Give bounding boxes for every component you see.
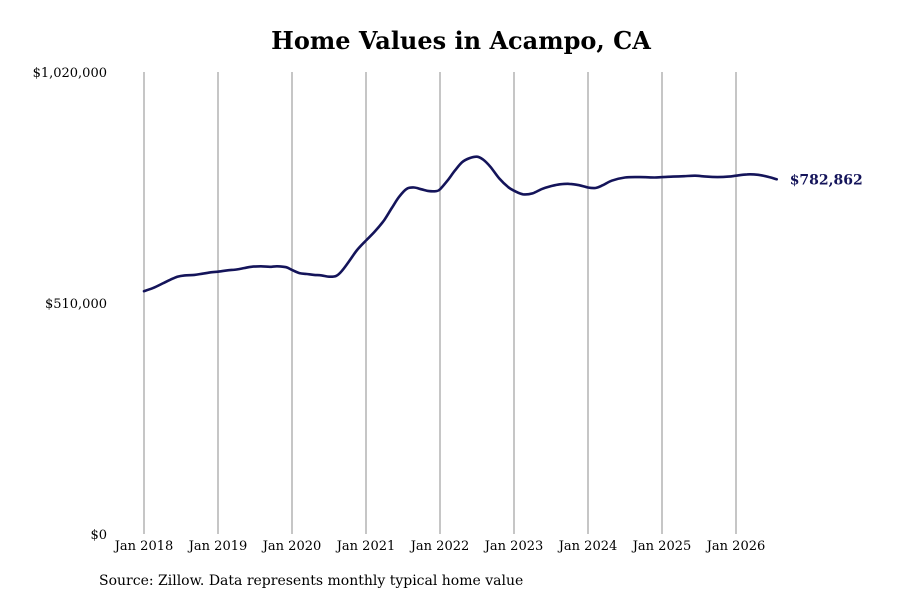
y-tick-label: $510,000: [45, 297, 107, 312]
y-tick-label: $1,020,000: [33, 66, 107, 81]
y-axis-ticks: $0 $510,000 $1,020,000: [33, 66, 107, 543]
x-tick-label: Jan 2024: [557, 539, 618, 554]
series-line: [142, 155, 778, 293]
source-note: Source: Zillow. Data represents monthly …: [99, 573, 524, 589]
x-tick-label: Jan 2023: [483, 539, 544, 554]
x-tick-label: Jan 2021: [335, 539, 396, 554]
y-tick-label: $0: [90, 528, 107, 543]
gridlines: [143, 72, 737, 534]
x-tick-label: Jan 2020: [261, 539, 322, 554]
x-axis-ticks: Jan 2018 Jan 2019 Jan 2020 Jan 2021 Jan 2022…: [113, 539, 766, 554]
x-tick-label: Jan 2019: [187, 539, 248, 554]
x-tick-label: Jan 2018: [113, 539, 174, 554]
end-value-label: $782,862: [790, 172, 863, 188]
x-tick-label: Jan 2025: [631, 539, 692, 554]
chart-title: Home Values in Acampo, CA: [271, 26, 651, 55]
x-tick-label: Jan 2022: [409, 539, 470, 554]
x-tick-label: Jan 2026: [705, 539, 766, 554]
